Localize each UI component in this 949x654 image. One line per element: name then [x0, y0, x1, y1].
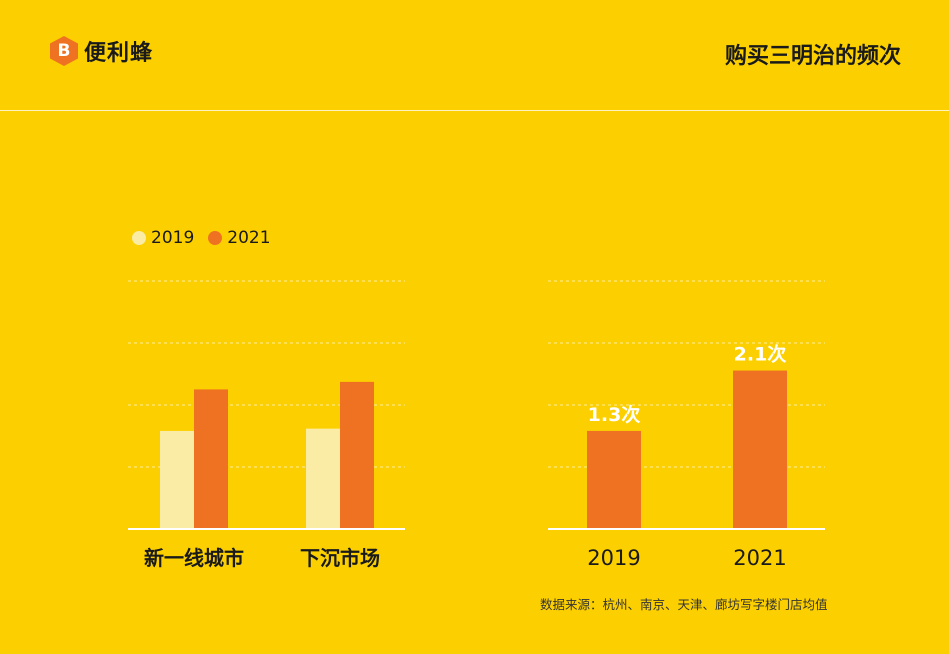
x-tick-label: 2021: [733, 546, 786, 570]
bar-2019-1: [160, 430, 194, 529]
data-source-note: 数据来源：杭州、南京、天津、廊坊写字楼门店均值: [540, 597, 828, 612]
x-tick-label: 下沉市场: [300, 546, 380, 570]
bar-2021: [733, 370, 787, 529]
bar-2019: [587, 430, 641, 529]
page-title: 购买三明治的频次: [724, 44, 901, 69]
data-label: 1.3次: [588, 403, 641, 426]
legend-dot-icon: [132, 231, 146, 245]
legend-item-2019: 2019: [132, 228, 194, 248]
data-label: 2.1次: [734, 343, 787, 366]
x-tick-label: 2019: [587, 546, 640, 570]
chart-legend: 2019 2021: [132, 228, 285, 248]
legend-label-2019: 2019: [151, 228, 195, 248]
bar-2019-2: [306, 428, 340, 529]
brand-name: 便利蜂: [84, 41, 154, 66]
legend-label-2021: 2021: [227, 228, 271, 248]
bar-2021-1: [194, 389, 228, 529]
header-divider: [0, 110, 949, 111]
legend-dot-icon: [208, 231, 223, 245]
header: B 便利蜂 购买三明治的频次: [0, 0, 949, 110]
x-tick-label: 新一线城市: [144, 546, 244, 570]
brand-logo: B 便利蜂: [50, 35, 153, 67]
bar-2021-2: [340, 381, 374, 529]
legend-item-2021: 2021: [208, 228, 271, 248]
